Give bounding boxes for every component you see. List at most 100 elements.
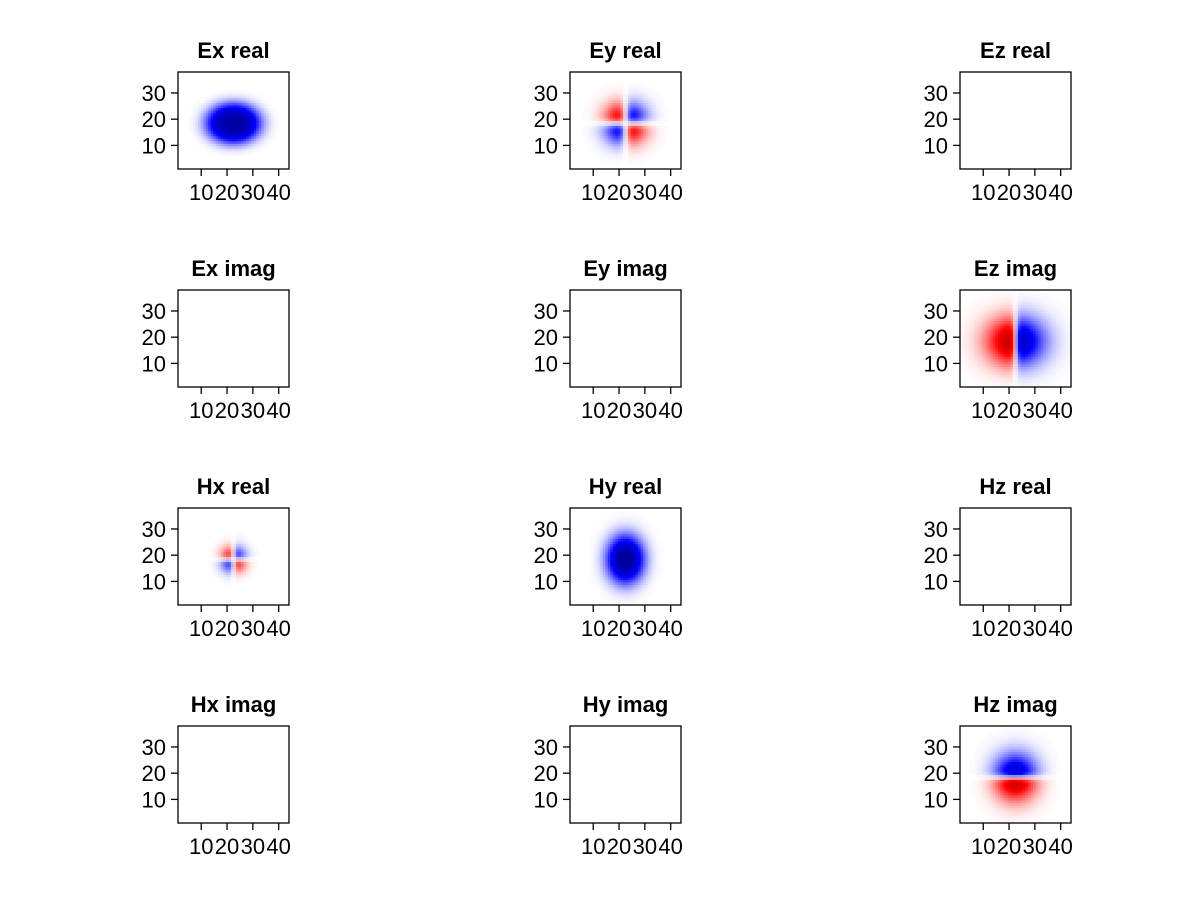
heatmap-cell (1007, 379, 1011, 383)
heatmap-cell (592, 574, 596, 578)
heatmap-cell (665, 125, 669, 129)
heatmap-cell (1053, 305, 1057, 309)
heatmap-cell (220, 140, 224, 144)
heatmap-cell (205, 140, 209, 144)
heatmap-cell (648, 538, 652, 542)
heatmap-cell (1018, 366, 1021, 370)
heatmap-cell (263, 143, 267, 147)
heatmap-cell (602, 569, 606, 573)
heatmap-cell (655, 576, 659, 580)
heatmap-cell (997, 384, 1001, 388)
heatmap-cell (1025, 305, 1029, 309)
heatmap-cell (238, 97, 242, 101)
heatmap-cell (1007, 361, 1011, 365)
heatmap-cell (597, 536, 601, 540)
heatmap-cell (1063, 361, 1067, 365)
heatmap-cell (980, 333, 984, 337)
heatmap-cell (995, 325, 999, 329)
heatmap-cell (995, 746, 999, 750)
heatmap-cell (256, 130, 260, 134)
heatmap-cell (1018, 376, 1021, 380)
heatmap-cell (203, 133, 207, 137)
heatmap-cell (658, 94, 662, 98)
heatmap-cell (985, 802, 989, 806)
heatmap-cell (1035, 312, 1039, 316)
heatmap-cell (615, 536, 619, 540)
heatmap-cell (1010, 320, 1014, 324)
heatmap-cell (617, 518, 621, 522)
heatmap-cell (650, 541, 654, 545)
heatmap-cell (218, 135, 222, 139)
heatmap-cell (1055, 364, 1059, 367)
heatmap-cell (992, 341, 996, 344)
heatmap-cell (1002, 307, 1006, 311)
heatmap-cell (635, 125, 639, 129)
heatmap-cell (987, 384, 991, 388)
heatmap-cell (218, 97, 222, 101)
heatmap-cell (228, 110, 232, 114)
panel-title: Ey imag (583, 256, 667, 281)
heatmap-cell (640, 92, 644, 96)
heatmap-cell (635, 161, 639, 165)
heatmap-cell (205, 138, 209, 142)
heatmap-cell (1043, 295, 1047, 299)
heatmap-cell (990, 341, 994, 344)
heatmap-cell (587, 130, 591, 134)
heatmap-cell (990, 815, 994, 819)
heatmap-cell (236, 117, 239, 121)
heatmap-cell (213, 97, 217, 101)
heatmap-cell (1000, 302, 1004, 306)
heatmap-cell (1000, 812, 1004, 816)
heatmap-cell (1023, 325, 1026, 329)
heatmap-cell (230, 148, 234, 152)
heatmap-cell (625, 100, 629, 104)
heatmap-cell (625, 148, 629, 152)
heatmap-cell (990, 325, 994, 329)
heatmap-cell (633, 107, 636, 111)
heatmap-cell (980, 754, 984, 758)
heatmap-cell (620, 528, 624, 532)
heatmap-cell (600, 548, 604, 552)
heatmap-cells (970, 726, 1062, 824)
heatmap-cell (253, 146, 257, 149)
heatmap-cell (595, 130, 599, 134)
heatmap-cell (1010, 295, 1014, 299)
heatmap-cell (985, 792, 989, 796)
heatmap-cell (1012, 328, 1016, 332)
heatmap-cell (633, 559, 636, 562)
heatmap-cell (643, 561, 647, 565)
heatmap-cell (1035, 366, 1039, 370)
heatmap-cell (607, 130, 611, 134)
heatmap-cell (640, 82, 644, 86)
heatmap-cell (266, 117, 270, 121)
heatmap-cell (225, 125, 229, 129)
heatmap-cell (1020, 320, 1024, 324)
heatmap-cell (625, 112, 629, 116)
heatmap-cell (990, 756, 994, 760)
heatmap-cell (658, 148, 662, 152)
heatmap-cell (1007, 341, 1011, 344)
heatmap-cell (248, 576, 252, 580)
heatmap-cell (650, 536, 654, 540)
heatmap-cell (1028, 290, 1032, 293)
heatmap-cell (612, 161, 616, 165)
heatmap-cell (213, 548, 217, 552)
heatmap-cell (595, 100, 599, 104)
heatmap-cell (625, 533, 629, 537)
heatmap-cell (225, 138, 229, 142)
heatmap-cell (970, 312, 974, 316)
heatmap-cell (977, 353, 981, 357)
heatmap-cell (643, 92, 647, 96)
heatmap-cell (256, 102, 260, 106)
heatmap-cell (638, 161, 642, 165)
heatmap-cell (610, 523, 614, 527)
heatmap-cell (622, 597, 626, 601)
heatmap-cell (605, 566, 609, 570)
heatmap-cell (605, 538, 609, 542)
heatmap-cell (615, 574, 619, 578)
heatmap-cell (1045, 356, 1049, 360)
heatmap-cell (992, 364, 996, 367)
heatmap-cell (587, 143, 591, 147)
heatmap-cell (1002, 381, 1006, 385)
heatmap-cell (1028, 295, 1032, 299)
